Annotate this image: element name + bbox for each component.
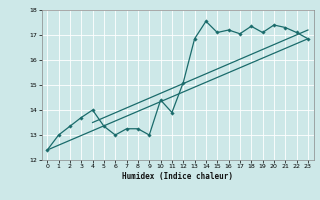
X-axis label: Humidex (Indice chaleur): Humidex (Indice chaleur) <box>122 172 233 181</box>
